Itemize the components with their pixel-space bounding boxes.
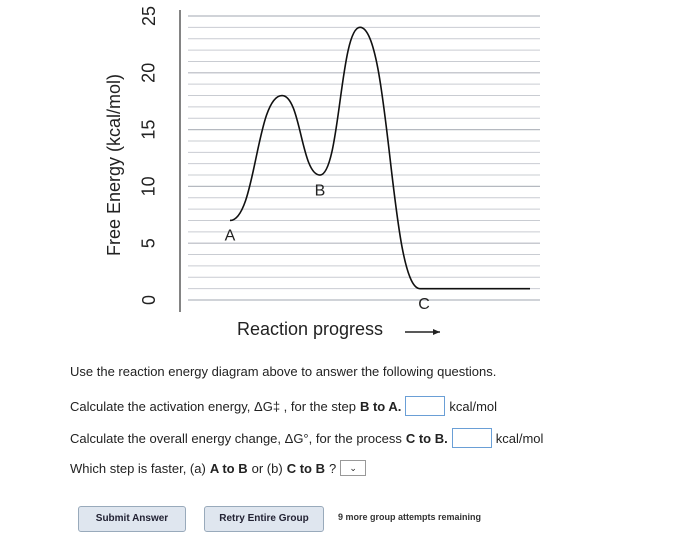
question: Calculate the activation energy, ΔG‡ , f… bbox=[70, 396, 497, 416]
question-text: Calculate the overall energy change, ΔG°… bbox=[70, 430, 402, 446]
question: Which step is faster, (a) A to B or (b) … bbox=[70, 460, 367, 476]
y-tick-label: 10 bbox=[139, 176, 159, 196]
question-bold: C to B. bbox=[405, 430, 448, 446]
y-tick-label: 15 bbox=[139, 120, 159, 140]
question-text: or (b) bbox=[251, 460, 283, 476]
answer-select[interactable]: ⌄ bbox=[340, 460, 367, 476]
y-tick-label: 5 bbox=[139, 238, 159, 248]
instructions-text: Use the reaction energy diagram above to… bbox=[70, 364, 497, 379]
point-label: C bbox=[418, 296, 430, 313]
question-text: ? bbox=[328, 460, 337, 476]
question-text: Calculate the activation energy, ΔG‡ , f… bbox=[70, 398, 356, 414]
answer-input[interactable] bbox=[451, 428, 492, 448]
answer-input[interactable] bbox=[405, 396, 446, 416]
instructions: Use the reaction energy diagram above to… bbox=[70, 364, 496, 379]
question-bold: A to B bbox=[209, 460, 248, 476]
chart: Free Energy (kcal/mol) Reaction progress… bbox=[104, 6, 540, 339]
point-label: A bbox=[225, 228, 236, 245]
energy-curve bbox=[229, 26, 421, 290]
attempts-text: 9 more group attempts remaining bbox=[338, 512, 482, 522]
question-bold: B to A. bbox=[359, 398, 402, 414]
y-tick-label: 0 bbox=[139, 295, 159, 305]
retry-button[interactable]: Retry Entire Group bbox=[204, 506, 324, 532]
x-axis-label: Reaction progress bbox=[237, 319, 383, 339]
question: Calculate the overall energy change, ΔG°… bbox=[70, 428, 543, 448]
unit: kcal/mol bbox=[495, 430, 544, 446]
y-axis-label: Free Energy (kcal/mol) bbox=[104, 74, 124, 256]
question-text: Which step is faster, (a) bbox=[70, 460, 206, 476]
y-tick-label: 20 bbox=[139, 63, 159, 83]
y-tick-label: 25 bbox=[139, 6, 159, 26]
submit-button[interactable]: Submit Answer bbox=[78, 506, 186, 532]
unit: kcal/mol bbox=[449, 398, 498, 414]
point-label: B bbox=[315, 182, 326, 199]
question-bold: C to B bbox=[286, 460, 325, 476]
x-arrowhead bbox=[433, 329, 440, 335]
